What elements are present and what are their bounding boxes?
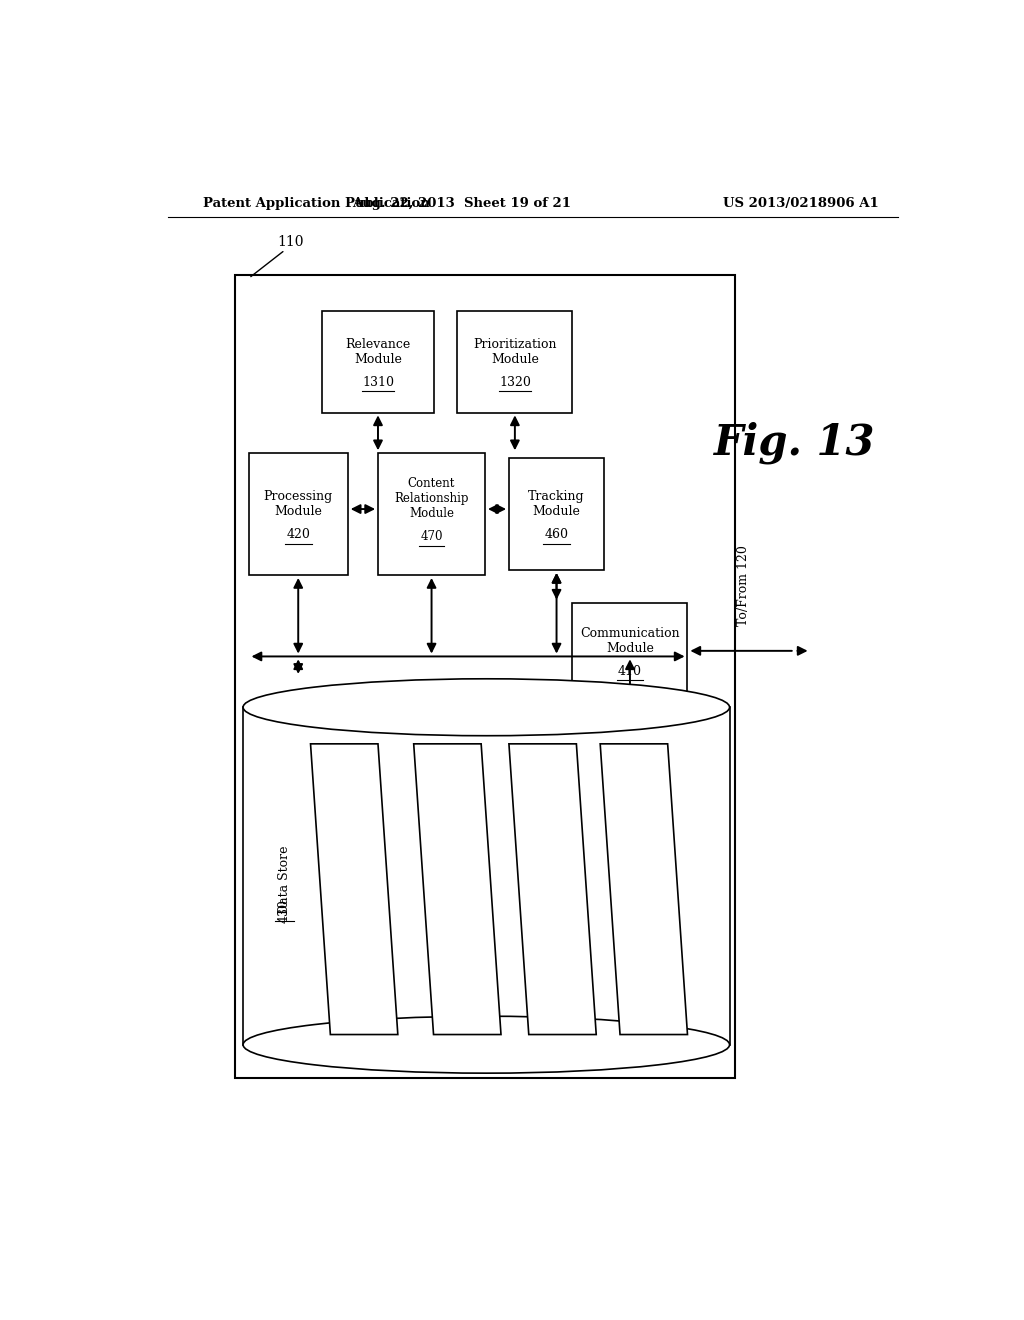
Text: Tracking
Module: Tracking Module bbox=[528, 490, 585, 517]
Text: 1350: 1350 bbox=[639, 900, 649, 929]
Text: 440: 440 bbox=[349, 904, 359, 925]
Text: Fig. 13: Fig. 13 bbox=[714, 422, 876, 465]
Text: Data Store: Data Store bbox=[278, 846, 291, 915]
Bar bbox=[236, 276, 735, 1078]
Polygon shape bbox=[310, 744, 397, 1035]
Text: Content Data: Content Data bbox=[349, 837, 359, 912]
Text: Prioritization
Module: Prioritization Module bbox=[473, 338, 557, 366]
Polygon shape bbox=[600, 744, 687, 1035]
Ellipse shape bbox=[243, 678, 729, 735]
Bar bbox=[243, 708, 729, 1044]
Text: 450: 450 bbox=[453, 904, 463, 925]
Text: Aug. 22, 2013  Sheet 19 of 21: Aug. 22, 2013 Sheet 19 of 21 bbox=[352, 197, 570, 210]
Text: Relevance
Module: Relevance Module bbox=[345, 338, 411, 366]
Text: 1340: 1340 bbox=[548, 900, 558, 929]
Text: 1320: 1320 bbox=[499, 375, 530, 388]
Bar bbox=[458, 312, 572, 412]
Text: 460: 460 bbox=[545, 528, 568, 541]
Ellipse shape bbox=[243, 1016, 729, 1073]
Text: Processing
Module: Processing Module bbox=[263, 490, 333, 517]
Bar bbox=[509, 458, 604, 570]
Polygon shape bbox=[414, 744, 501, 1035]
Bar bbox=[378, 453, 485, 576]
Text: 430: 430 bbox=[278, 899, 291, 923]
Polygon shape bbox=[509, 744, 596, 1035]
Text: 1310: 1310 bbox=[362, 375, 394, 388]
Text: To/From 120: To/From 120 bbox=[736, 545, 750, 626]
Text: 410: 410 bbox=[617, 665, 642, 677]
Text: Content
Relationship
Module: Content Relationship Module bbox=[394, 478, 469, 520]
Text: 470: 470 bbox=[420, 531, 442, 543]
Bar bbox=[323, 312, 433, 412]
Text: US 2013/0218906 A1: US 2013/0218906 A1 bbox=[723, 197, 879, 210]
Text: 110: 110 bbox=[278, 235, 304, 248]
Text: Relevance
Data: Relevance Data bbox=[633, 845, 654, 903]
Text: Patent Application Publication: Patent Application Publication bbox=[204, 197, 430, 210]
Text: Communication
Module: Communication Module bbox=[581, 627, 680, 655]
Text: 420: 420 bbox=[287, 528, 310, 541]
Bar bbox=[249, 453, 348, 576]
Text: Content
Metadata: Content Metadata bbox=[446, 847, 468, 900]
Text: Profile Data: Profile Data bbox=[548, 841, 558, 908]
Bar bbox=[572, 602, 687, 700]
